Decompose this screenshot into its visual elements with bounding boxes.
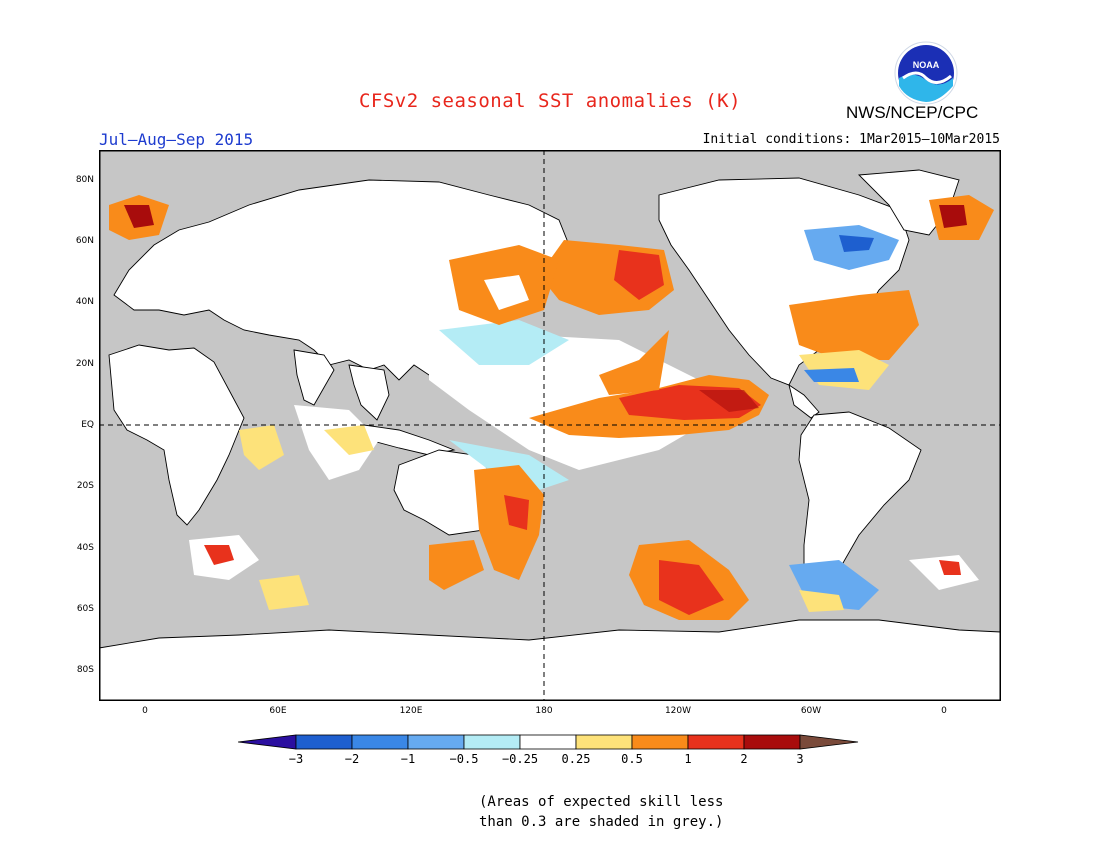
lat-label-20s: 20S [76,481,94,491]
sst-anomaly-shading [109,195,994,620]
skill-note: (Areas of expected skill less than 0.3 a… [479,792,723,832]
skill-note-line-1: (Areas of expected skill less [479,794,724,810]
legend-swatch [575,734,633,750]
lon-label-120e: 120E [399,706,423,716]
legend-label-minus-0-5: −0.5 [449,752,479,766]
legend-swatch [407,734,465,750]
lat-label-60s: 60S [76,604,94,614]
lat-label-eq: EQ [81,420,94,430]
lat-label-40n: 40N [75,297,94,307]
lat-label-80n: 80N [75,175,94,185]
legend-label-minus-2: −2 [344,752,360,766]
legend-arrow-high [799,734,859,750]
africa-land [108,344,245,526]
noaa-logo-icon: NOAA [894,41,958,105]
noaa-logo-text: NOAA [913,60,940,70]
lon-label-180: 180 [535,706,553,716]
season-label: Jul–Aug–Sep 2015 [99,130,254,149]
legend-label-3: 3 [796,752,804,766]
lon-label-0: 0 [142,706,148,716]
legend-label-0-5: 0.5 [621,752,643,766]
lon-label-0-east: 0 [941,706,947,716]
initial-conditions-label: Initial conditions: 1Mar2015–10Mar2015 [702,132,1000,147]
lat-label-40s: 40S [76,543,94,553]
legend-label-2: 2 [740,752,748,766]
lon-label-60e: 60E [269,706,287,716]
lat-label-20n: 20N [75,359,94,369]
legend-label-1: 1 [684,752,692,766]
legend-label-minus-3: −3 [288,752,304,766]
lat-label-80s: 80S [76,665,94,675]
legend-label-minus-1: −1 [400,752,416,766]
north-atlantic-warm-anomaly [789,290,919,360]
legend-swatch [687,734,745,750]
lon-label-120w: 120W [664,706,692,716]
antarctica-land [99,619,1001,701]
legend-swatch [743,734,801,750]
legend-swatch [631,734,689,750]
color-legend-bar [238,734,859,750]
legend-swatch [463,734,521,750]
legend-swatch [519,734,577,750]
legend-label-minus-0-25: −0.25 [501,752,539,766]
map-title: CFSv2 seasonal SST anomalies (K) [358,90,742,112]
lat-label-60n: 60N [75,236,94,246]
sst-anomaly-map [99,150,1001,701]
lon-label-60w: 60W [800,706,822,716]
legend-swatch [351,734,409,750]
legend-arrow-low [238,734,297,750]
skill-note-line-2: than 0.3 are shaded in grey.) [479,814,724,830]
legend-label-0-25: 0.25 [561,752,591,766]
india-land [293,349,335,406]
southeast-asia-land [348,364,390,421]
legend-swatch [295,734,353,750]
agency-label: NWS/NCEP/CPC [846,103,979,122]
